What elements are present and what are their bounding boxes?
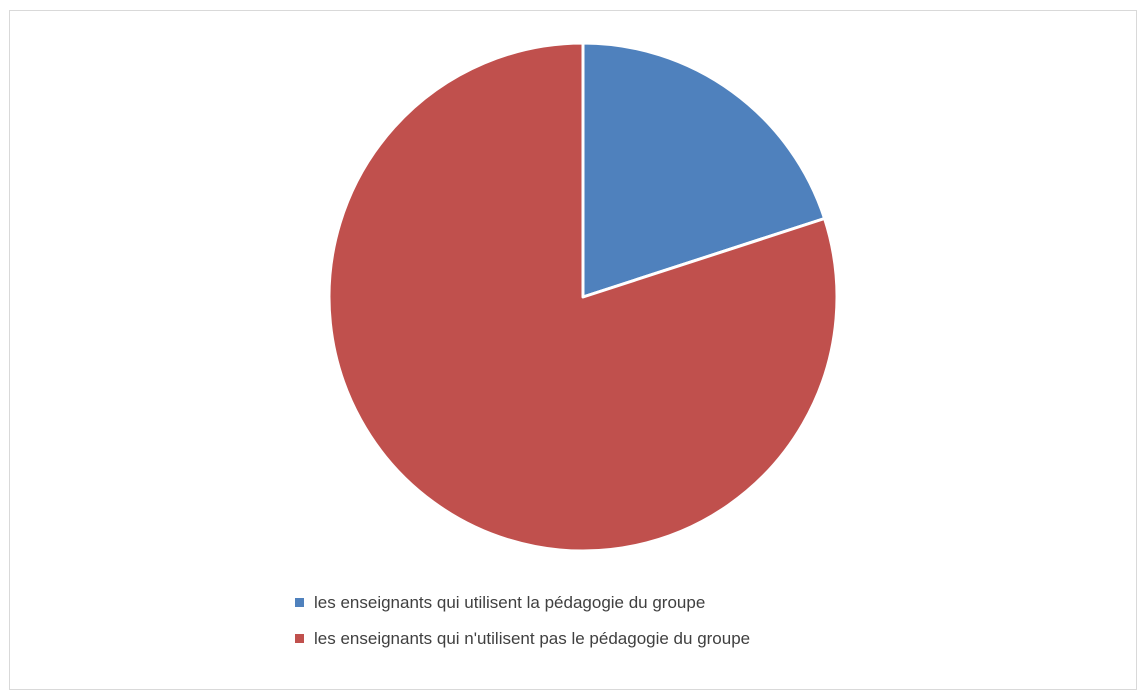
legend-swatch-1 (295, 634, 304, 643)
legend-item-0: les enseignants qui utilisent la pédagog… (295, 590, 750, 615)
legend-swatch-0 (295, 598, 304, 607)
pie-slice-0 (581, 41, 827, 299)
pie-chart (327, 41, 839, 553)
legend-label-0: les enseignants qui utilisent la pédagog… (314, 592, 706, 612)
legend: les enseignants qui utilisent la pédagog… (295, 590, 750, 662)
legend-label-1: les enseignants qui n'utilisent pas le p… (314, 628, 751, 648)
legend-item-1: les enseignants qui n'utilisent pas le p… (295, 626, 750, 651)
pie-slice-1 (327, 41, 839, 553)
pie-slices (327, 41, 839, 553)
